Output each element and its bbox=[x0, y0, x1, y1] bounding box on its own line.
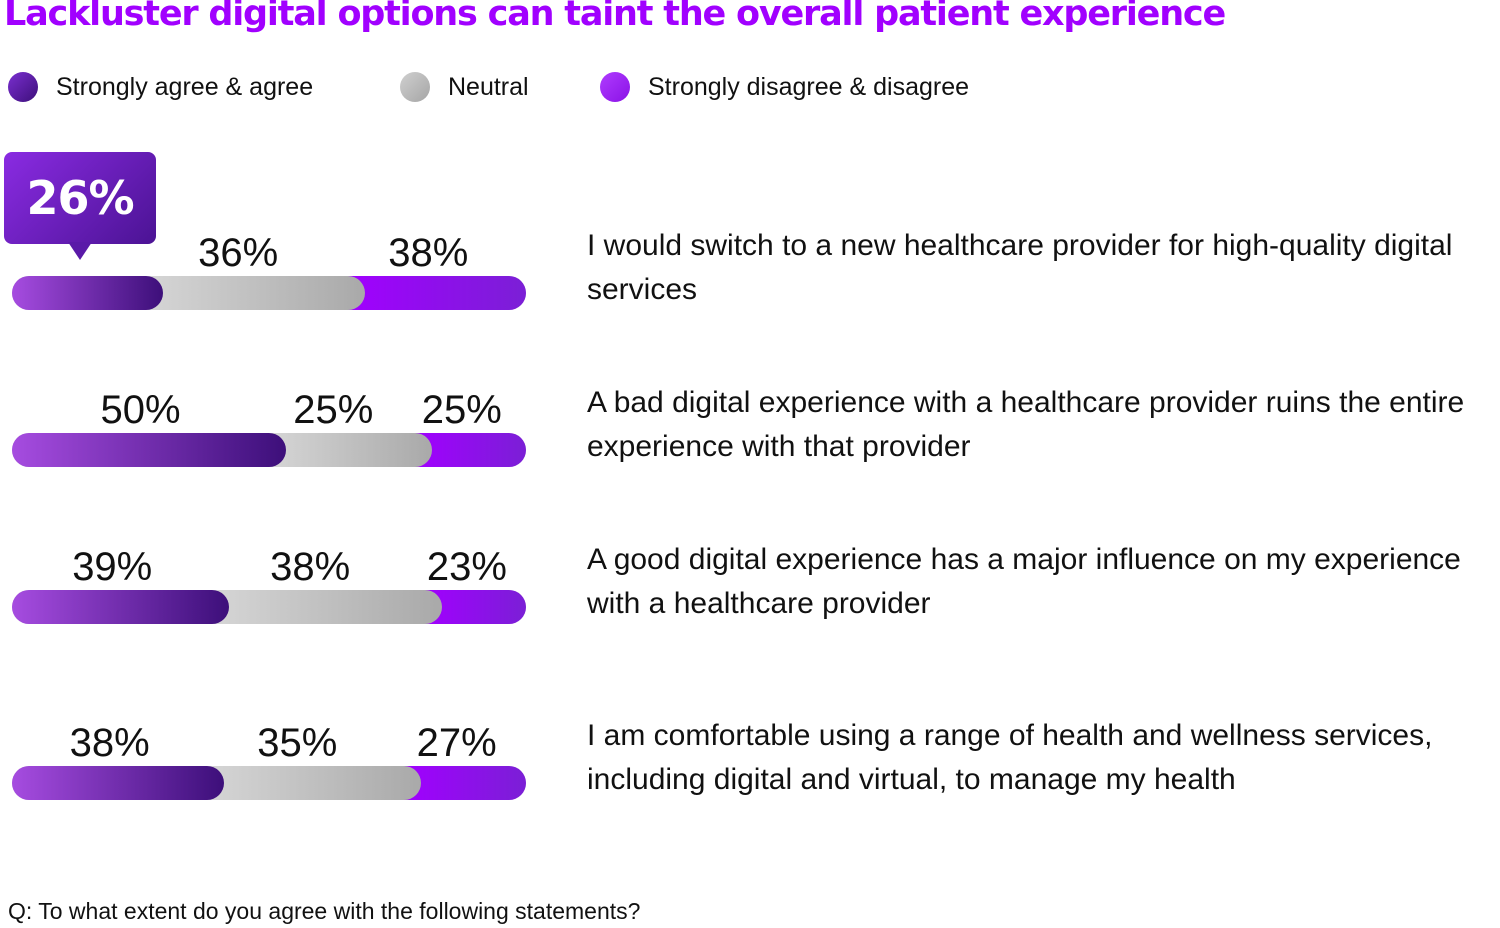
bar-segment-agree bbox=[12, 433, 286, 467]
callout-value: 26% bbox=[26, 171, 134, 225]
bar-segment-agree bbox=[12, 590, 230, 624]
bar-segment-disagree bbox=[414, 433, 526, 467]
value-label-disagree: 25% bbox=[421, 388, 502, 432]
statement-text: I am comfortable using a range of health… bbox=[587, 719, 1433, 796]
statement-text: A good digital experience has a major in… bbox=[587, 543, 1461, 620]
legend-swatch-disagree-icon bbox=[600, 72, 630, 102]
bar-segment-agree bbox=[12, 276, 163, 310]
bar-segment-neutral bbox=[269, 433, 432, 467]
chart-row-4: 38% 35% 27% I am comfortable using a range … bbox=[0, 719, 1500, 800]
chart-row-1: 36% 38% I would switch to a new healthcare… bbox=[0, 229, 1500, 310]
value-label-neutral: 38% bbox=[270, 545, 351, 589]
value-label-disagree: 38% bbox=[388, 231, 469, 275]
legend-label-agree: Strongly agree & agree bbox=[56, 72, 314, 101]
legend-label-disagree: Strongly disagree & disagree bbox=[648, 72, 970, 101]
highlight-callout: 26% bbox=[4, 152, 156, 260]
chart-row-2: 50% 25% 25% A bad digital experience with a… bbox=[0, 386, 1500, 467]
chart-row-3: 39% 38% 23% A good digital experience has a… bbox=[0, 543, 1500, 624]
legend-item-disagree: Strongly disagree & disagree bbox=[600, 70, 969, 104]
value-label-neutral: 25% bbox=[293, 388, 374, 432]
legend-label-neutral: Neutral bbox=[448, 72, 529, 101]
statement-text: A bad digital experience with a healthca… bbox=[587, 386, 1465, 463]
value-label-disagree: 27% bbox=[416, 721, 497, 765]
stacked-bar-4 bbox=[12, 766, 526, 800]
stacked-bar-3 bbox=[12, 590, 526, 624]
value-label-neutral: 35% bbox=[257, 721, 338, 765]
value-label-disagree: 23% bbox=[426, 545, 507, 589]
bar-segment-neutral bbox=[207, 766, 422, 800]
stacked-bar-1 bbox=[12, 276, 526, 310]
value-label-agree: 38% bbox=[69, 721, 150, 765]
legend-swatch-neutral-icon bbox=[400, 72, 430, 102]
statement-text: I would switch to a new healthcare provi… bbox=[587, 229, 1453, 306]
legend-item-neutral: Neutral bbox=[400, 70, 529, 104]
bar-segment-neutral bbox=[145, 276, 365, 310]
callout-pointer bbox=[68, 242, 92, 260]
stacked-bar-2 bbox=[12, 433, 526, 467]
value-label-agree: 39% bbox=[72, 545, 153, 589]
bar-segment-disagree bbox=[404, 766, 526, 800]
question-footnote: Q: To what extent do you agree with the … bbox=[8, 898, 641, 924]
value-label-neutral: 36% bbox=[198, 231, 279, 275]
legend-item-agree: Strongly agree & agree bbox=[8, 70, 313, 104]
chart-title: Lackluster digital options can taint the… bbox=[4, 0, 1226, 34]
bar-segment-disagree bbox=[347, 276, 526, 310]
bar-segment-agree bbox=[12, 766, 225, 800]
value-label-agree: 50% bbox=[100, 388, 181, 432]
legend-swatch-agree-icon bbox=[8, 72, 38, 102]
bar-segment-neutral bbox=[212, 590, 442, 624]
